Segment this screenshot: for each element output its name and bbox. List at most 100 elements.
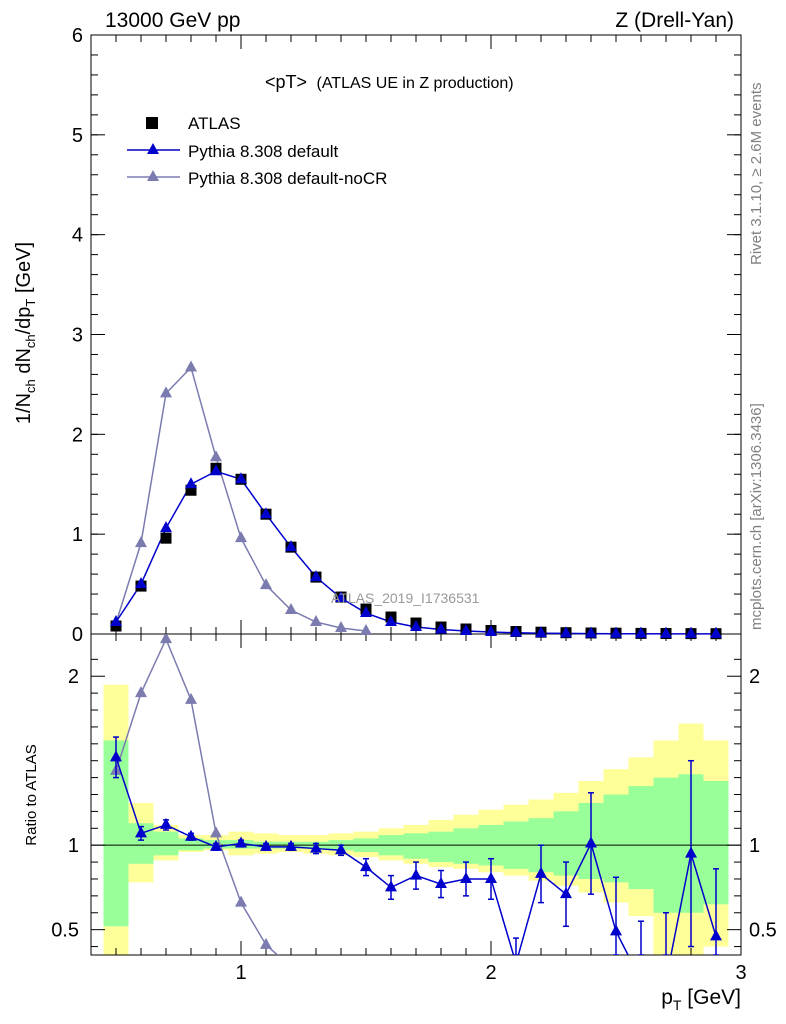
stat-uncertainty-band (153, 831, 179, 856)
legend-marker-atlas (146, 117, 158, 129)
pythia-point (185, 477, 197, 489)
pythia-point (485, 625, 497, 637)
pythia-point (110, 615, 122, 627)
stat-uncertainty-band (403, 833, 429, 859)
legend-marker-nocr (147, 170, 159, 181)
nocr-point (185, 360, 197, 372)
rivet-version-label: Rivet 3.1.10, ≥ 2.6M events (748, 83, 765, 266)
pythia-point (535, 626, 547, 638)
plot-title-sub: (ATLAS UE in Z production) (316, 75, 513, 92)
ratio-clipped-group (110, 634, 722, 955)
pythia-ratio-point (460, 871, 472, 883)
nocr-point (210, 450, 222, 462)
pythia-point (335, 591, 347, 603)
upper-y-tick-label: 2 (72, 424, 83, 446)
ratio-y-tick-label-right: 1 (749, 835, 760, 857)
upper-y-axis-title: 1/Nch dNch/dpT [GeV] (13, 242, 38, 424)
stat-uncertainty-band (628, 786, 654, 890)
legend-marker-pythia (147, 143, 159, 154)
pythia-point (285, 540, 297, 552)
upper-y-tick-label: 5 (72, 125, 83, 147)
pythia-ratio-point (535, 866, 547, 878)
upper-y-tick-label: 6 (72, 25, 83, 47)
pythia-ratio-point (235, 836, 247, 848)
pythia-point (685, 626, 697, 638)
pythia-point (310, 570, 322, 582)
upper-y-tick-label: 4 (72, 225, 83, 247)
nocr-ratio-point (235, 895, 247, 907)
nocr-ratio-point (210, 826, 222, 838)
process-label: Z (Drell-Yan) (615, 9, 734, 32)
pythia-ratio-point (135, 826, 147, 838)
stat-uncertainty-band (603, 794, 629, 883)
plot-title: <pT> (ATLAS UE in Z production) (265, 72, 514, 92)
upper-y-tick-label: 0 (72, 624, 83, 646)
pythia-ratio-point (210, 839, 222, 851)
x-axis-title: pT [GeV] (661, 986, 741, 1013)
pythia-point (210, 464, 222, 476)
pythia-ratio-point (485, 871, 497, 883)
stat-uncertainty-band (178, 838, 204, 851)
pythia-ratio-point (285, 839, 297, 851)
nocr-point (235, 531, 247, 543)
legend-label-atlas: ATLAS (188, 114, 241, 133)
plot-title-main: <pT> (265, 72, 307, 92)
nocr-ratio-point (135, 686, 147, 698)
pythia-ratio-point (160, 817, 172, 829)
nocr-ratio-point (260, 937, 272, 949)
pythia-point (135, 577, 147, 589)
stat-uncertainty-band (453, 828, 479, 864)
ratio-y-tick-label-right: 2 (749, 666, 760, 688)
ratio-y-tick-label: 0.5 (51, 920, 79, 942)
pythia-ratio-point (410, 868, 422, 880)
collision-energy-label: 13000 GeV pp (105, 9, 240, 32)
upper-y-tick-label: 3 (72, 325, 83, 347)
analysis-watermark: ATLAS_2019_I1736531 (331, 590, 480, 606)
pythia-point (660, 626, 672, 638)
pythia-line (115, 470, 716, 635)
pythia-point (235, 472, 247, 484)
pythia-ratio-point (610, 924, 622, 936)
atlas-data-point (185, 484, 197, 496)
nocr-ratio-point (160, 634, 172, 644)
x-tick-label: 2 (485, 962, 496, 984)
pythia-point (260, 507, 272, 519)
pythia-ratio-point (435, 877, 447, 889)
upper-y-tick-label: 1 (72, 524, 83, 546)
pythia-ratio-point (110, 750, 122, 762)
pythia-point (610, 626, 622, 638)
pythia-ratio-point (710, 929, 722, 941)
nocr-point (160, 386, 172, 398)
nocr-point (310, 615, 322, 627)
legend-label-nocr: Pythia 8.308 default-noCR (188, 169, 387, 188)
pythia-point (460, 624, 472, 636)
pythia-ratio-point (685, 846, 697, 858)
ratio-y-tick-label: 2 (68, 666, 79, 688)
pythia-point (510, 625, 522, 637)
pythia-ratio-point (385, 880, 397, 892)
ratio-y-axis-title: Ratio to ATLAS (23, 744, 40, 845)
x-tick-label: 3 (735, 962, 746, 984)
pythia-point (410, 620, 422, 632)
nocr-point (260, 578, 272, 590)
pythia-ratio-point (335, 843, 347, 855)
pythia-point (585, 626, 597, 638)
pythia-point (360, 606, 372, 618)
atlas-data-point (160, 532, 172, 544)
x-tick-label: 1 (235, 962, 246, 984)
legend: ATLAS Pythia 8.308 default Pythia 8.308 … (127, 114, 387, 188)
stat-uncertainty-band (428, 831, 454, 863)
pythia-ratio-point (260, 839, 272, 851)
ratio-y-tick-label-right: 0.5 (749, 920, 777, 942)
pythia-point (435, 622, 447, 634)
pythia-ratio-point (185, 829, 197, 841)
nocr-point (285, 603, 297, 615)
nocr-line (115, 365, 367, 632)
pythia-point (560, 626, 572, 638)
pythia-ratio-point (360, 860, 372, 872)
nocr-ratio-point (185, 692, 197, 704)
nocr-point (335, 621, 347, 633)
pythia-point (710, 626, 722, 638)
pythia-ratio-point (585, 836, 597, 848)
nocr-point (135, 536, 147, 548)
